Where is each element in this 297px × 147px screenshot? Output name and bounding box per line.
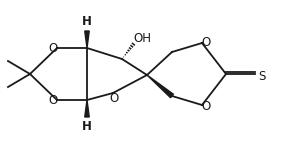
Text: OH: OH (133, 31, 151, 45)
Text: S: S (258, 70, 266, 82)
Polygon shape (85, 31, 89, 48)
Polygon shape (85, 100, 89, 117)
Text: H: H (82, 15, 92, 28)
Polygon shape (147, 75, 173, 98)
Text: O: O (48, 41, 58, 55)
Text: H: H (82, 120, 92, 133)
Text: O: O (48, 93, 58, 106)
Text: O: O (201, 35, 211, 49)
Text: O: O (201, 100, 211, 112)
Text: O: O (109, 91, 119, 105)
